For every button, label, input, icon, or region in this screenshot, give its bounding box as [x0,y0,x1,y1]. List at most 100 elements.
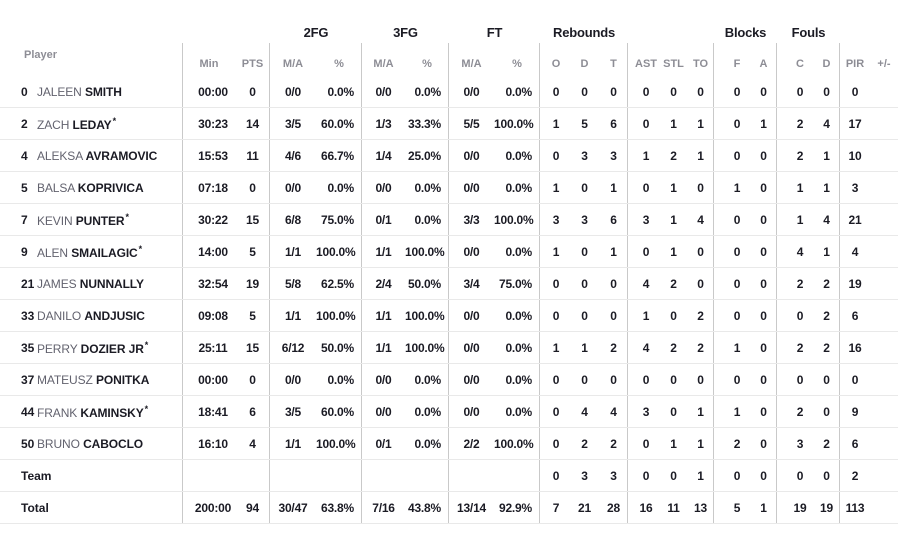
stat-group: 1/1 100.0% [270,236,362,267]
cell-p2: 75.0% [320,212,354,227]
cell-pir: 0 [851,372,859,387]
cell-rt: 3 [610,468,617,483]
stat-group: 0/0 0.0% [449,332,540,363]
stat-group: 19 [840,268,898,299]
stat-group: 07:18 0 [183,172,270,203]
stat-group: 21 [840,204,898,235]
cell-to: 13 [694,500,707,515]
player-cell: 0 JALEEN SMITH [0,76,183,107]
cell-m2: 5/8 [284,276,302,291]
stat-group: 0/0 0.0% [449,172,540,203]
stat-group: 3/4 75.0% [449,268,540,299]
stat-group: 0/0 0.0% [362,172,449,203]
cell-p3: 50.0% [407,276,441,291]
cell-ast: 3 [642,404,650,419]
col-header-foul-d: D [822,58,831,70]
cell-ast: 1 [642,308,650,323]
col-header-blk-f: F [733,58,741,70]
cell-pir: 16 [848,340,862,355]
stat-group: 30:22 15 [183,204,270,235]
player-name[interactable]: FRANK KAMINSKY* [37,404,148,420]
stat-group: 0 1 1 [628,108,714,139]
cell-ba: 0 [760,468,767,483]
cell-fd: 0 [823,468,830,483]
starter-asterisk: * [138,243,143,254]
player-last-name: DOZIER JR [80,341,144,356]
cell-bf: 2 [733,436,741,451]
col-group-rebounds: O D T [540,43,628,76]
player-name[interactable]: DANILO ANDJUSIC [37,309,145,323]
player-number: 37 [21,372,35,387]
cell-pts: 19 [246,276,259,291]
cell-rd: 0 [581,308,588,323]
player-number: 35 [21,340,35,355]
player-name[interactable]: KEVIN PUNTER* [37,212,129,228]
player-name[interactable]: BRUNO CABOCLO [37,437,143,451]
group-spacer-pir [840,0,898,43]
player-first-name: ALEKSA [37,148,83,163]
cell-rt: 0 [610,372,617,387]
cell-pir: 6 [851,436,859,451]
cell-ro: 1 [552,116,560,131]
player-row: 35 PERRY DOZIER JR* 25:11 15 6/12 50.0% 1/1 100… [0,332,898,364]
cell-p3: 0.0% [414,436,441,451]
cell-min: 200:00 [194,500,232,515]
player-cell: 35 PERRY DOZIER JR* [0,332,183,363]
player-last-name: PUNTER [75,213,125,228]
cell-rd: 0 [581,180,588,195]
stat-group: 0 0 0 [540,364,628,395]
player-name[interactable]: ZACH LEDAY* [37,116,116,132]
cell-stl: 11 [667,500,680,515]
cell-pf: 0.0% [505,340,532,355]
cell-ast: 0 [642,180,650,195]
cell-pf: 0.0% [505,84,532,99]
cell-ro: 1 [552,180,560,195]
cell-ba: 0 [760,372,767,387]
stat-group: 5/8 62.5% [270,268,362,299]
cell-fd: 19 [820,500,833,515]
cell-bf: 0 [733,148,741,163]
cell-ba: 1 [760,116,767,131]
player-cell: 33 DANILO ANDJUSIC [0,300,183,331]
cell-rt: 2 [610,436,617,451]
cell-m2: 3/5 [284,404,302,419]
stat-group: 19 19 [777,492,840,523]
cell-rd: 21 [578,500,591,515]
stat-group: 6/8 75.0% [270,204,362,235]
player-number: 7 [21,212,28,227]
player-first-name: ZACH [37,117,70,132]
cell-ro: 0 [552,84,560,99]
player-name[interactable]: JALEEN SMITH [37,85,122,99]
cell-min: 15:53 [198,148,228,163]
cell-min: 32:54 [198,276,228,291]
cell-m2: 1/1 [284,308,302,323]
cell-pir: 6 [851,308,859,323]
col-header-reb-d: D [580,58,589,70]
cell-pir: 2 [851,468,859,483]
player-name[interactable]: MATEUSZ PONITKA [37,373,149,387]
stat-group: 0/0 0.0% [449,236,540,267]
cell-pts: 14 [246,116,259,131]
stat-group: 15:53 11 [183,140,270,171]
stat-group: 1 2 1 [628,140,714,171]
stat-group: 113 [840,492,898,523]
player-name[interactable]: BALSA KOPRIVICA [37,181,144,195]
player-last-name: SMITH [85,84,122,99]
player-name[interactable]: ALEKSA AVRAMOVIC [37,149,157,163]
player-name[interactable]: JAMES NUNNALLY [37,277,144,291]
cell-to: 2 [697,308,704,323]
cell-p3: 0.0% [414,212,441,227]
player-name[interactable]: PERRY DOZIER JR* [37,340,148,356]
cell-mf: 0/0 [463,148,480,163]
player-cell: 37 MATEUSZ PONITKA [0,364,183,395]
stat-group: 6/12 50.0% [270,332,362,363]
stat-group: 1 0 1 [540,172,628,203]
player-first-name: BRUNO [37,436,80,451]
player-name[interactable]: ALEN SMAILAGIC* [37,244,142,260]
player-last-name: SMAILAGIC [71,245,138,260]
